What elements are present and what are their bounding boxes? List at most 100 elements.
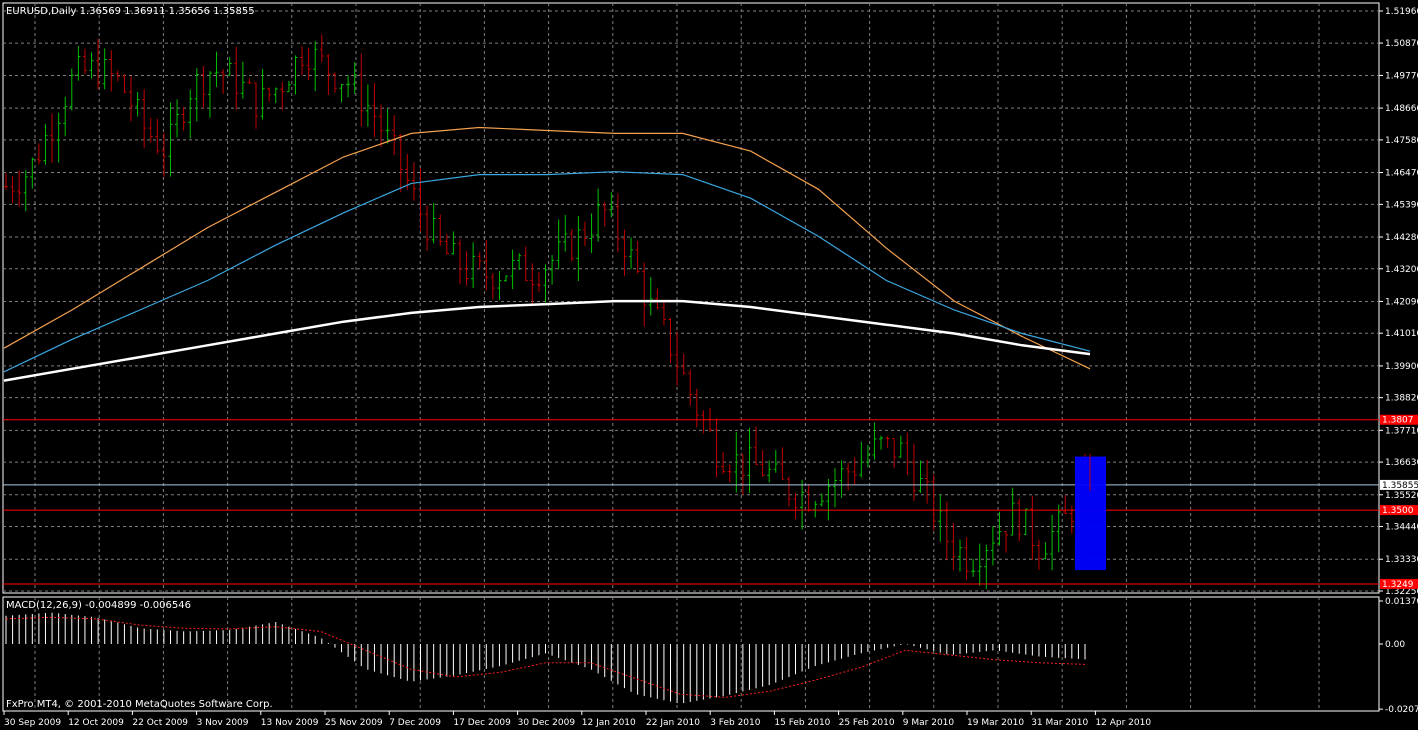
ohlc-bar [523,246,528,282]
ohlc-bar [444,233,449,255]
ohlc-bar [457,239,462,285]
ohlc-bar [306,47,311,80]
price-tick-label: 1.48660 [1385,104,1418,114]
ohlc-bar [925,459,930,504]
ohlc-bar [392,115,397,156]
ohlc-bar [957,539,962,572]
ohlc-bar [148,117,153,143]
ohlc-bar [339,83,344,103]
ohlc-bar [1063,495,1068,515]
ohlc-bar [438,214,443,247]
ohlc-bar [911,443,916,501]
date-tick-label: 15 Feb 2010 [774,718,830,728]
ohlc-bar [490,273,495,300]
date-tick-label: 22 Oct 2009 [132,718,188,728]
ohlc-bar [747,427,752,494]
ohlc-bar [69,68,74,111]
ohlc-bar [648,277,653,316]
ohlc-bar [319,34,324,63]
macd-histogram [5,612,1086,704]
ohlc-bar [207,71,212,118]
ohlc-bar [10,176,15,204]
date-tick-label: 3 Feb 2010 [710,718,761,728]
price-tick-label: 1.43200 [1385,265,1418,275]
ohlc-bar [43,124,48,165]
ohlc-bar [76,46,81,81]
date-tick-label: 17 Dec 2009 [453,718,511,728]
ohlc-bar [82,48,87,74]
ohlc-bar [89,52,94,79]
price-tick-label: 1.46470 [1385,169,1418,179]
ohlc-bar [477,252,482,269]
ohlc-bar [286,80,291,93]
macd-tick-label: -0.02074 [1385,705,1418,715]
ohlc-bar [504,275,509,282]
date-tick-label: 30 Sep 2009 [4,718,61,728]
ohlc-bar [813,500,818,518]
ohlc-bar [905,432,910,476]
price-level-tag-label: 1.3249 [1382,580,1414,590]
ohlc-bar [589,213,594,254]
ohlc-bar [464,251,469,286]
ohlc-bar [471,242,476,288]
ohlc-bar [635,240,640,274]
price-tick-label: 1.38820 [1385,394,1418,404]
ohlc-bar [773,449,778,473]
ohlc-bar [615,193,620,253]
ohlc-bar [793,493,798,520]
ohlc-bar [951,522,956,571]
ohlc-bar [17,170,22,207]
ohlc-bar [313,41,318,92]
ohlc-bar [451,231,456,255]
price-level-tag-label: 1.3500 [1382,506,1414,516]
ohlc-bar [161,132,166,177]
copyright-text: FxPro MT4, © 2001-2010 MetaQuotes Softwa… [6,699,273,710]
ohlc-bar [734,432,739,493]
ohlc-bar [694,388,699,428]
price-tick-label: 1.33330 [1385,555,1418,565]
ohlc-bar [865,445,870,468]
date-tick-label: 9 Mar 2010 [903,718,955,728]
price-level-tag [1380,505,1418,516]
ohlc-bar [938,494,943,542]
ohlc-bar [931,474,936,531]
price-tick-label: 1.39900 [1385,362,1418,372]
price-tick-label: 1.45390 [1385,200,1418,210]
ohlc-bar [898,435,903,458]
ohlc-bar [576,216,581,282]
ohlc-bar [234,46,239,110]
ohlc-bar [754,426,759,465]
price-tick-label: 1.44280 [1385,233,1418,243]
ohlc-bar [418,168,423,232]
ohlc-bar [109,50,114,92]
chart-title: EURUSD,Daily 1.36569 1.36911 1.35656 1.3… [6,6,255,17]
ohlc-bar [102,48,107,90]
ohlc-bar [260,68,265,120]
ohlc-bar [4,173,8,190]
ohlc-bar [431,202,436,244]
ohlc-bar [661,299,666,326]
ohlc-bar [714,418,719,478]
macd-tick-label: 0.00 [1385,640,1405,650]
date-tick-label: 30 Dec 2009 [518,718,576,728]
price-level-tag-label: 1.35855 [1382,481,1418,491]
ohlc-bar [115,70,120,82]
ohlc-bar [326,54,331,96]
ohlc-bar [50,113,55,164]
price-tick-label: 1.42090 [1385,297,1418,307]
ohlc-bar [964,537,969,581]
date-tick-label: 7 Dec 2009 [389,718,441,728]
ohlc-bar [997,511,1002,546]
price-level-tag [1380,414,1418,425]
ohlc-bar [859,441,864,478]
macd-pane-frame [2,596,1380,712]
ohlc-bar [806,484,811,512]
ohlc-bar [122,73,127,94]
ohlc-bar [688,369,693,406]
price-tick-label: 1.49770 [1385,71,1418,81]
ohlc-bar [550,255,555,285]
ohlc-bar [142,89,147,148]
ohlc-bar [96,38,101,90]
